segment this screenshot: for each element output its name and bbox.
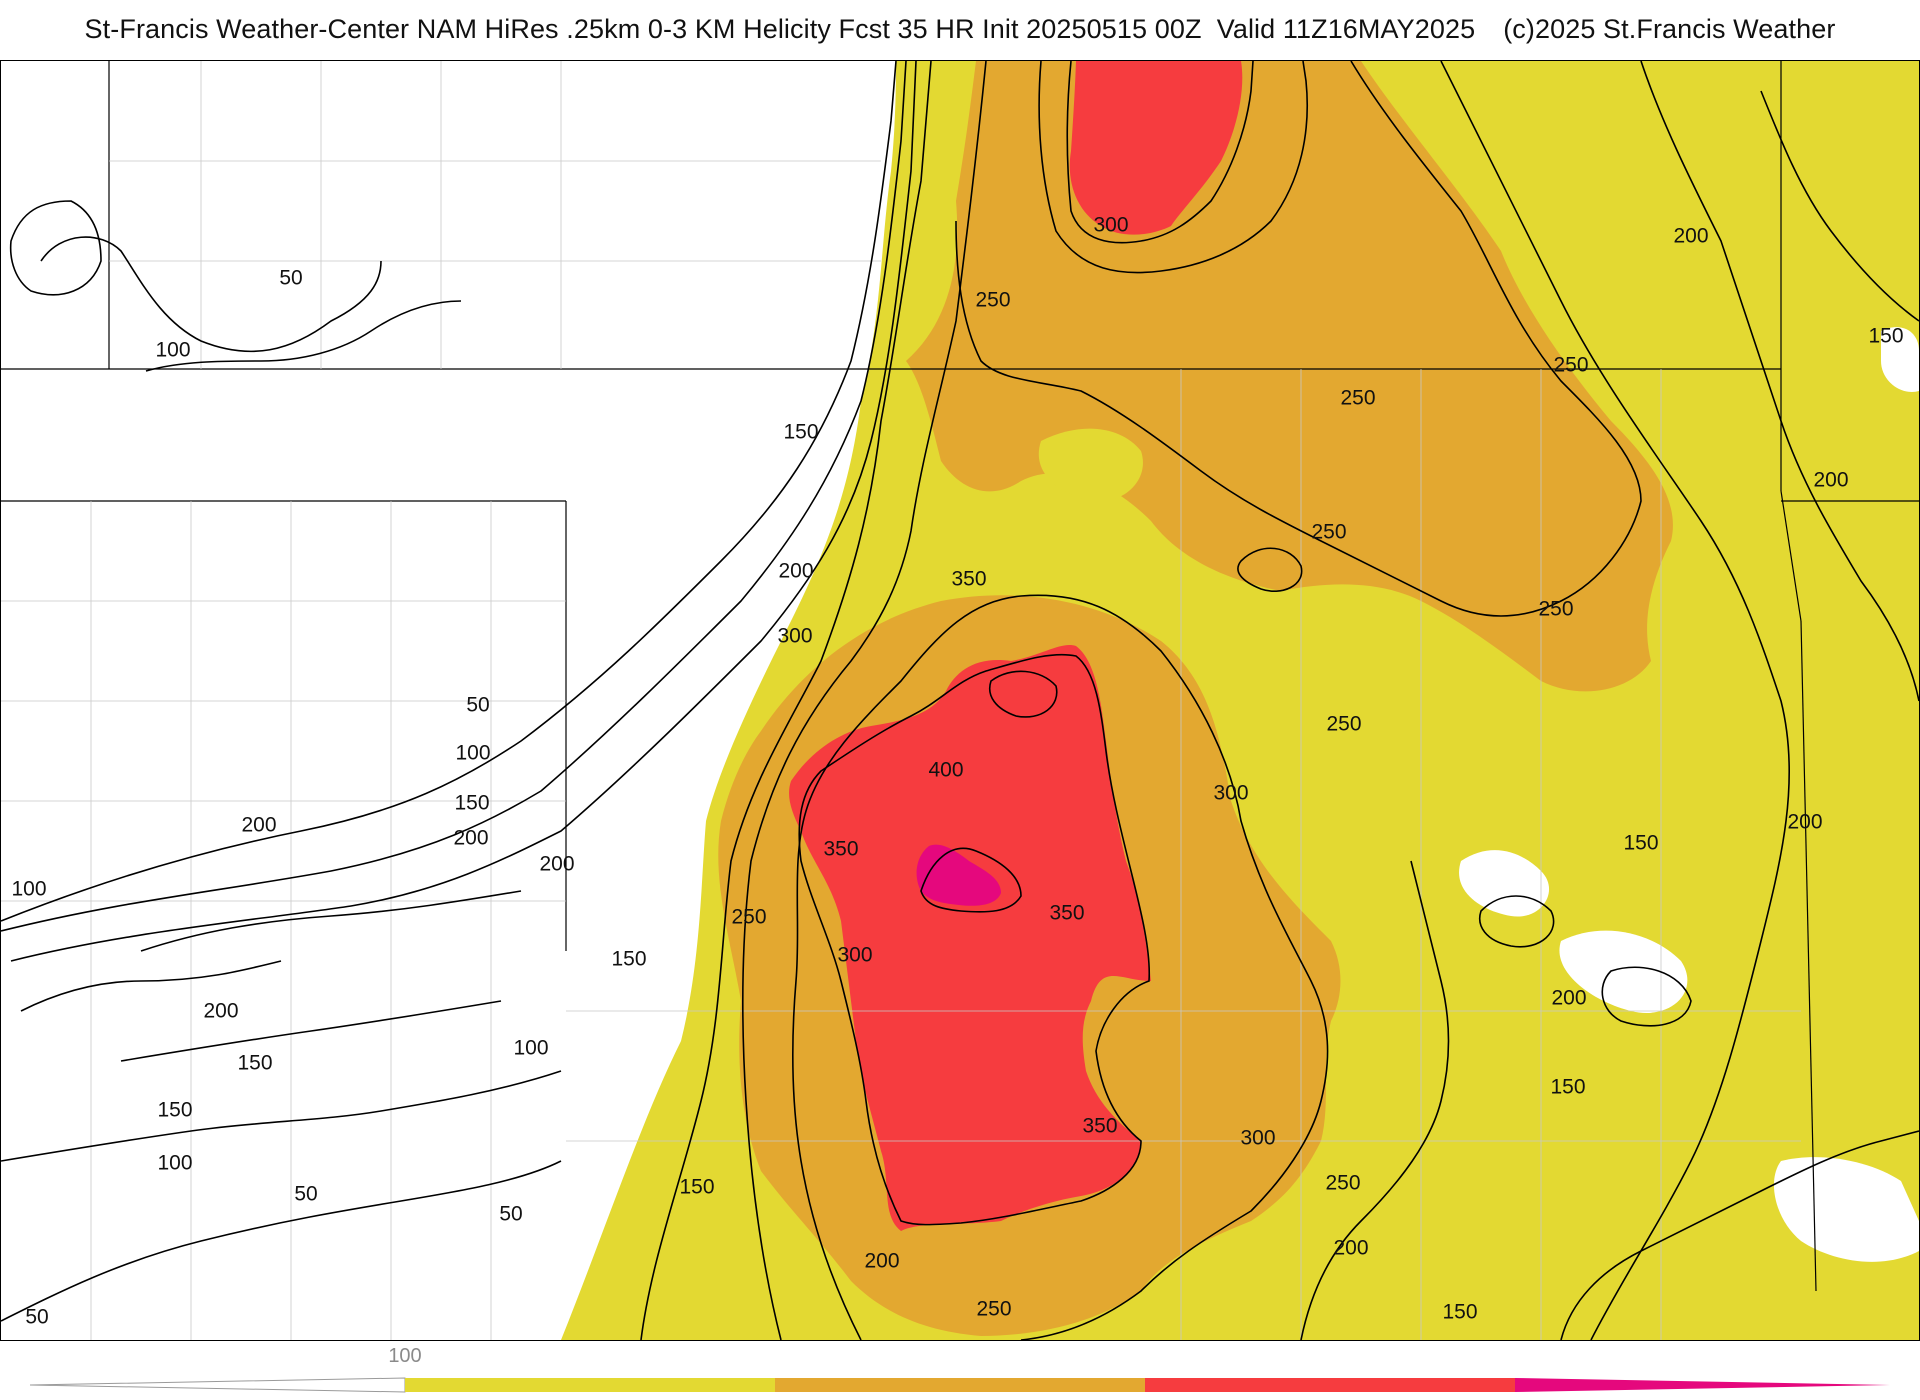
fill-white-patch-4 xyxy=(1881,327,1919,392)
contour-label: 350 xyxy=(1049,902,1084,925)
contour-label: 250 xyxy=(1326,713,1361,736)
contour-label: 250 xyxy=(731,906,766,929)
contour-label: 150 xyxy=(1623,832,1658,855)
contour-labels-layer: 50 100 300 250 200 150 250 250 150 250 200 200 250 35… xyxy=(11,214,1903,1329)
colorbar-tick-label: 100 xyxy=(388,1345,422,1367)
contour-label: 250 xyxy=(975,289,1010,312)
colorbar-segment-300-400 xyxy=(1145,1378,1515,1392)
contour-label: 250 xyxy=(976,1298,1011,1321)
contour-label: 250 xyxy=(1538,598,1573,621)
contour-label: 100 xyxy=(455,742,490,765)
contour-label: 100 xyxy=(11,878,46,901)
contour-label: 200 xyxy=(1787,811,1822,834)
fill-white-patch-1 xyxy=(1459,850,1550,917)
contour-label: 50 xyxy=(499,1203,522,1226)
contour-label: 300 xyxy=(777,625,812,648)
contour-label: 200 xyxy=(1551,987,1586,1010)
colorbar-lower-extend xyxy=(30,1377,406,1393)
helicity-fill-layer xyxy=(561,61,1919,1340)
contour-label: 200 xyxy=(453,827,488,850)
fill-300-400-south xyxy=(789,644,1151,1231)
contour-label: 350 xyxy=(951,568,986,591)
contour-label: 50 xyxy=(294,1183,317,1206)
contour-label: 150 xyxy=(1868,325,1903,348)
contour-label: 150 xyxy=(1442,1301,1477,1324)
contour-label: 200 xyxy=(539,853,574,876)
contour-label: 100 xyxy=(513,1037,548,1060)
contour-label: 50 xyxy=(466,694,489,717)
county-grid-layer xyxy=(1,61,1801,1340)
fill-300-400-north xyxy=(1069,61,1243,235)
fill-white-patch-2 xyxy=(1559,930,1688,1013)
copyright-text: (c)2025 St.Francis Weather xyxy=(1503,14,1836,44)
contour-label: 200 xyxy=(1333,1237,1368,1260)
colorbar: 100 xyxy=(30,1345,1890,1395)
contour-label: 350 xyxy=(823,838,858,861)
helicity-map[interactable]: 50 100 300 250 200 150 250 250 150 250 200 200 250 35… xyxy=(0,60,1920,1341)
chart-title: St-Francis Weather-Center NAM HiRes .25k… xyxy=(0,14,1920,45)
fill-white-patch-3 xyxy=(1773,1157,1919,1262)
contour-label: 150 xyxy=(783,421,818,444)
fill-yellow-island xyxy=(1038,428,1143,502)
contour-label: 300 xyxy=(1093,214,1128,237)
contour-label: 300 xyxy=(837,944,872,967)
contour-label: 150 xyxy=(679,1176,714,1199)
contour-label: 150 xyxy=(611,948,646,971)
colorbar-segment-400-plus xyxy=(1515,1378,1890,1392)
colorbar-segment-200-300 xyxy=(775,1378,1145,1392)
contour-label: 200 xyxy=(864,1250,899,1273)
contour-label: 200 xyxy=(778,560,813,583)
contour-label: 250 xyxy=(1325,1172,1360,1195)
map-canvas: 50 100 300 250 200 150 250 250 150 250 200 200 250 35… xyxy=(1,61,1919,1340)
contour-label: 50 xyxy=(25,1306,48,1329)
contour-label: 200 xyxy=(1673,225,1708,248)
contour-label: 300 xyxy=(1213,782,1248,805)
contour-label: 300 xyxy=(1240,1127,1275,1150)
contour-label: 200 xyxy=(241,814,276,837)
contour-label: 100 xyxy=(157,1152,192,1175)
contour-label: 250 xyxy=(1340,387,1375,410)
contour-label: 150 xyxy=(157,1099,192,1122)
contour-label: 100 xyxy=(155,339,190,362)
title-text: St-Francis Weather-Center NAM HiRes .25k… xyxy=(84,14,1476,44)
contour-label: 250 xyxy=(1553,354,1588,377)
contour-label: 50 xyxy=(279,267,302,290)
colorbar-bar xyxy=(30,1377,1890,1393)
contour-label: 250 xyxy=(1311,521,1346,544)
contour-label: 400 xyxy=(928,759,963,782)
contour-layer xyxy=(1,61,1919,1340)
contour-label: 200 xyxy=(1813,469,1848,492)
contour-label: 150 xyxy=(237,1052,272,1075)
contour-label: 350 xyxy=(1082,1115,1117,1138)
contour-label: 200 xyxy=(203,1000,238,1023)
colorbar-segment-100-200 xyxy=(405,1378,775,1392)
contour-label: 150 xyxy=(1550,1076,1585,1099)
contour-label: 150 xyxy=(454,792,489,815)
